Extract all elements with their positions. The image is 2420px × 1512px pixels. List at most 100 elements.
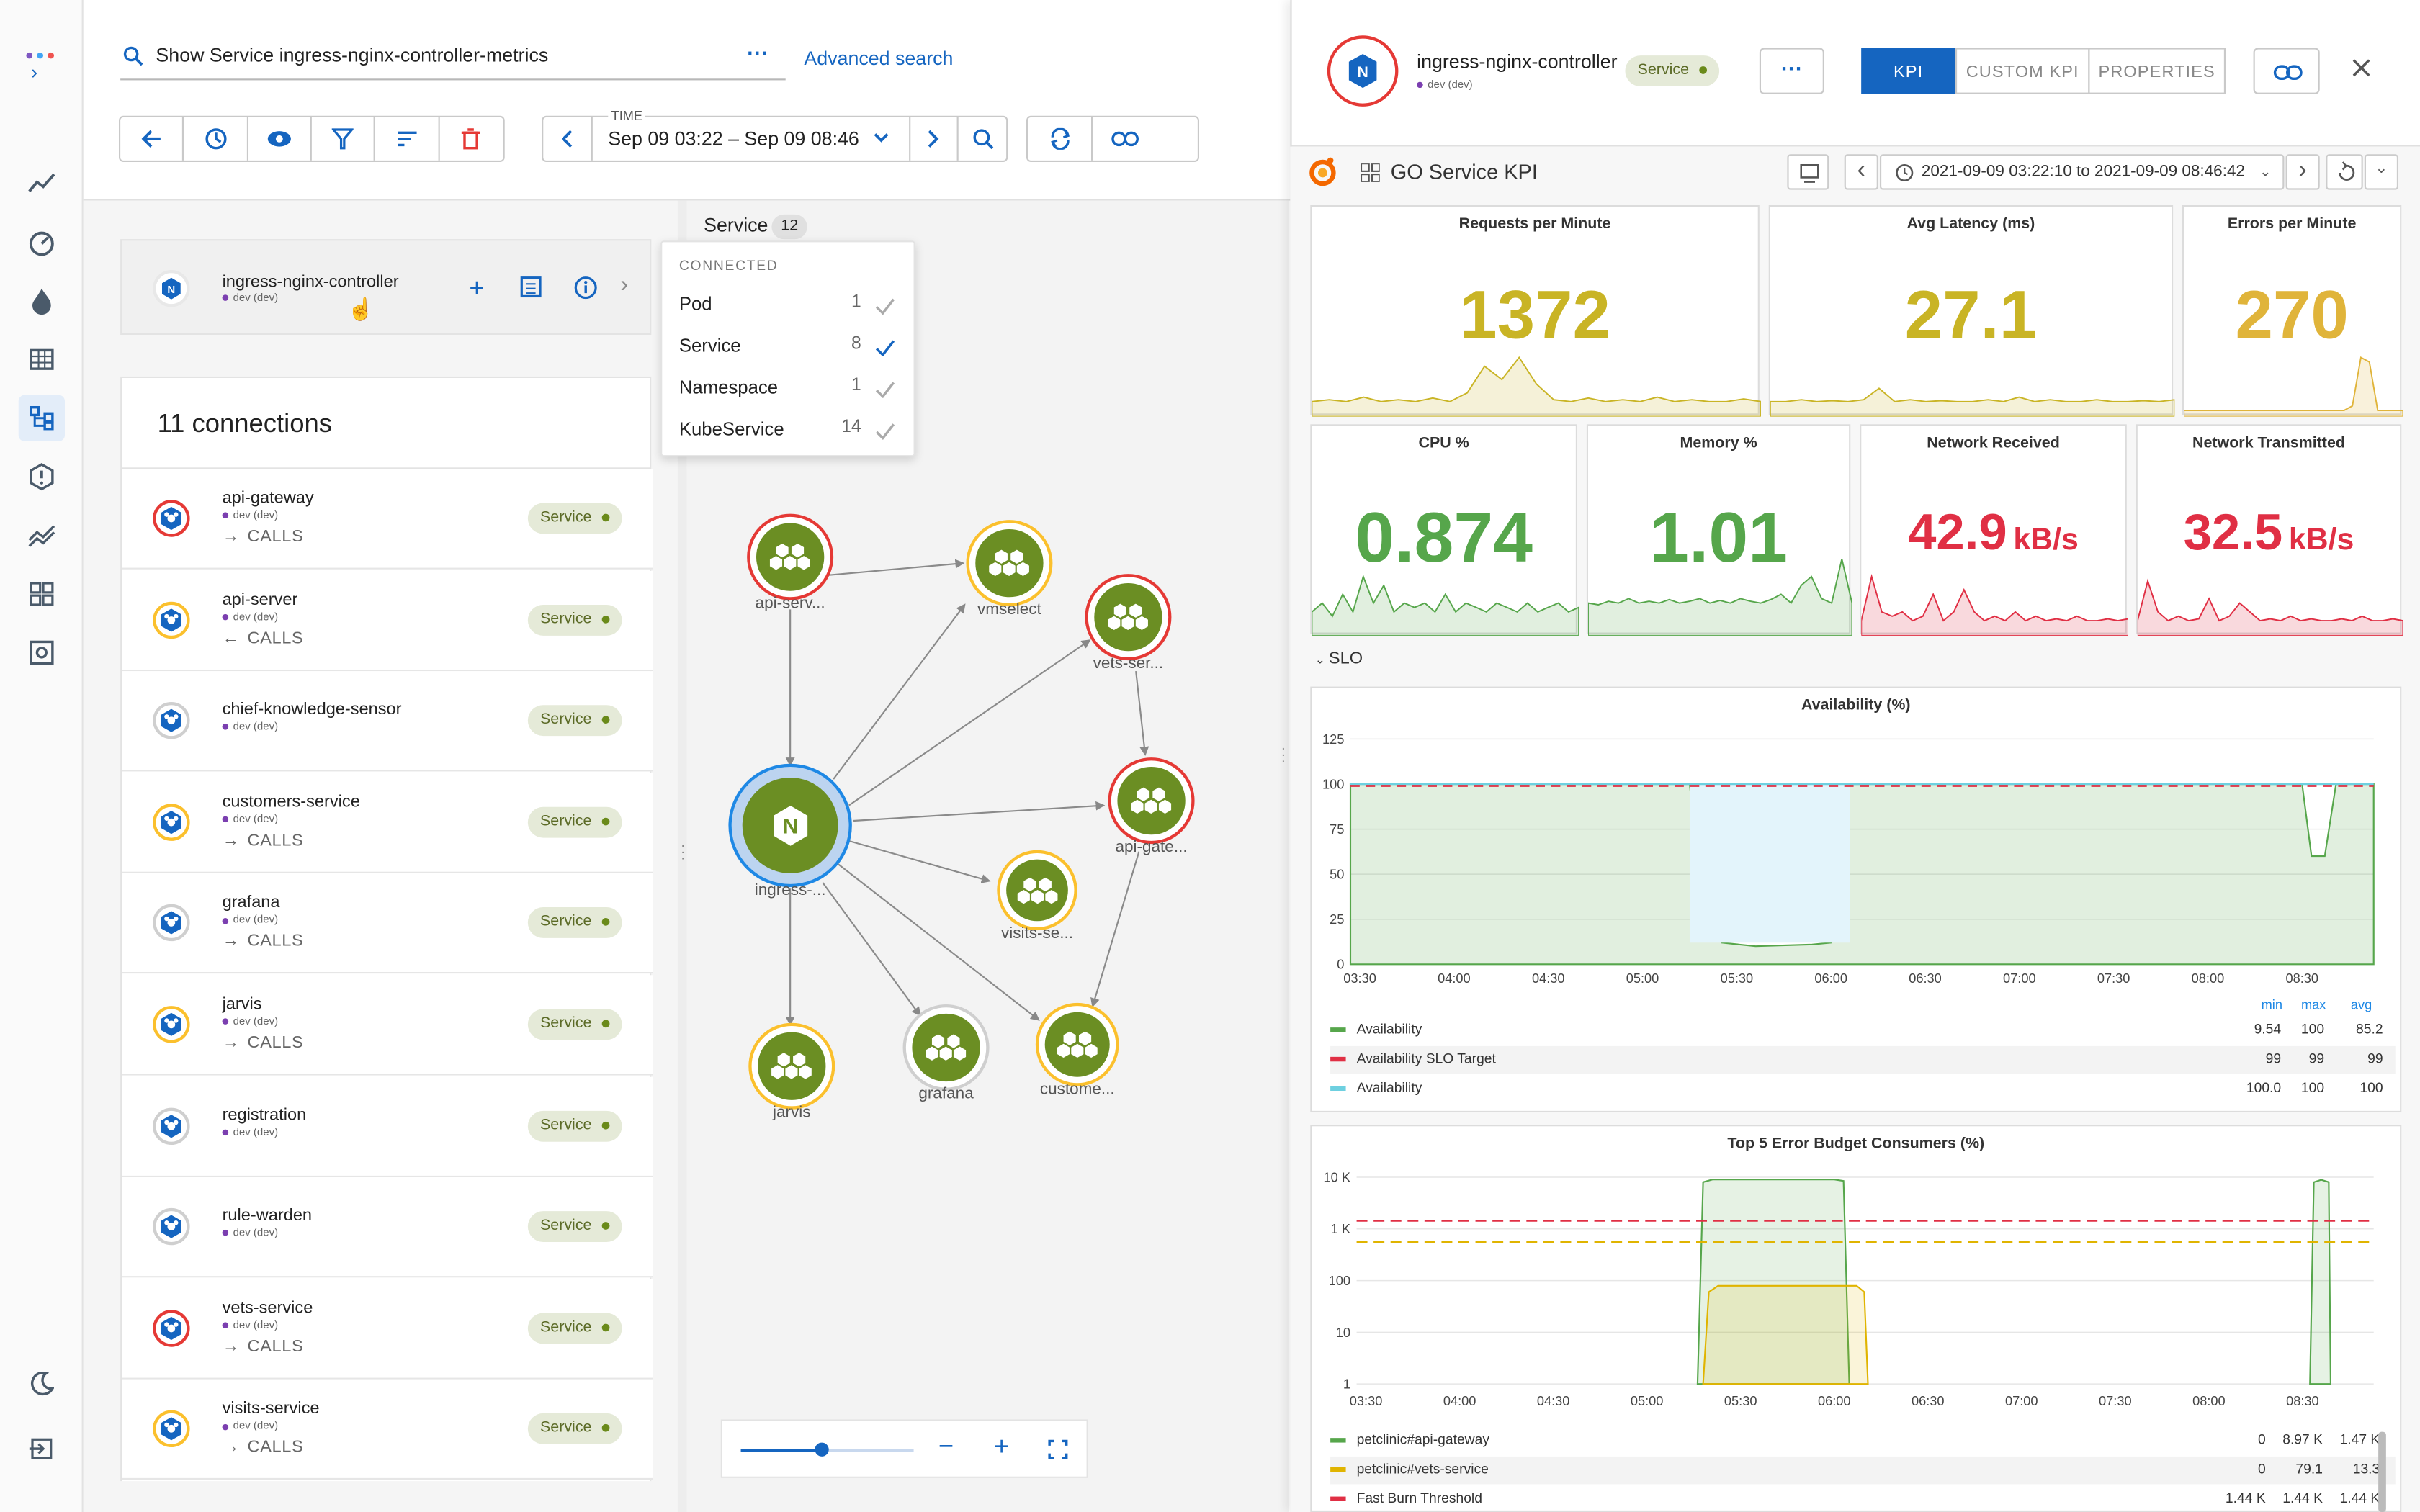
legend-row[interactable]: Availability 100.0 100 100 — [1330, 1076, 2396, 1104]
back-button[interactable] — [120, 117, 184, 161]
link-button[interactable] — [1093, 117, 1157, 161]
close-icon[interactable] — [2351, 57, 2372, 86]
graph-node[interactable] — [1085, 574, 1172, 661]
graph-node[interactable] — [1035, 1002, 1119, 1086]
settings-icon[interactable] — [19, 629, 65, 675]
tab-kpi[interactable]: KPI — [1861, 48, 1955, 94]
view-eye-button[interactable] — [248, 117, 312, 161]
series-api-gateway-spike[interactable] — [2309, 1179, 2332, 1385]
availability-chart[interactable]: 125 100 75 50 25 003:30 04:00 04:30 05:00 05:30 06… — [1310, 687, 2401, 1112]
check-icon[interactable] — [875, 420, 895, 448]
stat-panel[interactable]: Errors per Minute 270 — [2182, 205, 2403, 417]
time-next-button[interactable] — [910, 117, 959, 161]
filter-item-label[interactable]: Service — [678, 335, 741, 356]
check-icon[interactable] — [875, 294, 895, 323]
tv-mode-button[interactable] — [1787, 154, 1829, 190]
connection-row[interactable]: chief-knowledge-sensor dev (dev) Service — [122, 671, 653, 772]
legend-header[interactable]: max — [2301, 997, 2326, 1012]
series-vets-service[interactable] — [1702, 1284, 1869, 1385]
alert-icon[interactable] — [19, 454, 65, 500]
connection-row[interactable]: visits-service dev (dev) → CALLS Service — [122, 1380, 653, 1480]
legend-header[interactable]: avg — [2351, 997, 2372, 1012]
focus-entity-card[interactable]: N ingress-nginx-controller dev (dev) ☝ +… — [120, 239, 652, 335]
metrics-icon[interactable] — [19, 161, 65, 207]
detail-link-button[interactable] — [2253, 48, 2320, 94]
connection-row[interactable]: rule-warden dev (dev) Service — [122, 1177, 653, 1278]
slo-row-toggle[interactable]: ⌄ SLO — [1315, 649, 1363, 668]
details-list-icon[interactable] — [520, 276, 542, 306]
filter-item-label[interactable]: KubeService — [678, 418, 784, 440]
connection-row[interactable]: api-gateway dev (dev) → CALLS Service — [122, 469, 653, 570]
filter-item-label[interactable]: Namespace — [678, 376, 779, 398]
stat-panel[interactable]: Network Received 42.9 kB/s — [1860, 424, 2128, 636]
panel-splitter[interactable] — [677, 200, 687, 1512]
connection-row[interactable]: vets-service dev (dev) → CALLS Service — [122, 1278, 653, 1380]
search-input[interactable]: Show Service ingress-nginx-controller-me… — [156, 45, 549, 67]
filter-item-label[interactable]: Pod — [678, 293, 712, 315]
app-logo-icon[interactable] — [24, 42, 58, 70]
fire-icon[interactable] — [19, 278, 65, 324]
availability-panel[interactable]: Availability (%) — [1310, 686, 2402, 1112]
series-availability[interactable] — [1349, 783, 2375, 966]
tab-properties[interactable]: PROPERTIES — [2088, 48, 2226, 94]
trend-icon[interactable] — [19, 512, 65, 558]
legend-row[interactable]: Availability 9.54 100 85.2 — [1330, 1017, 2396, 1045]
refresh-interval-dropdown[interactable]: ⌄ — [2364, 154, 2398, 190]
graph-node[interactable] — [747, 513, 834, 600]
table-grid-icon[interactable] — [19, 336, 65, 382]
time-range-select[interactable]: TIME Sep 09 03:22 – Sep 09 08:46 — [593, 108, 911, 161]
check-icon[interactable] — [875, 336, 895, 364]
history-button[interactable] — [184, 117, 248, 161]
time-prev-button[interactable] — [543, 117, 593, 161]
dashboard-refresh-button[interactable] — [2326, 154, 2363, 190]
zoom-slider-handle[interactable] — [815, 1442, 829, 1457]
graph-node[interactable] — [1108, 757, 1195, 845]
zoom-time-button[interactable] — [959, 117, 1006, 161]
drag-handle-icon[interactable]: · · · — [681, 837, 686, 866]
zoom-out-icon[interactable]: − — [938, 1431, 954, 1462]
connection-row[interactable]: api-server dev (dev) ← CALLS Service — [122, 570, 653, 671]
advanced-search-link[interactable]: Advanced search — [804, 48, 954, 70]
search-more-icon[interactable]: ··· — [747, 40, 769, 65]
error-budget-chart[interactable]: 10 K 1 K 100 10 103:30 04:00 04:30 05:00 05:30 06… — [1310, 1125, 2401, 1512]
topology-icon[interactable] — [18, 395, 65, 441]
refresh-button[interactable] — [1028, 117, 1093, 161]
legend-row[interactable]: Fast Burn Threshold 1.44 K 1.44 K 1.44 K — [1330, 1486, 2396, 1512]
connection-row[interactable]: grafana dev (dev) → CALLS Service — [122, 873, 653, 974]
range-next-button[interactable]: › — [2285, 154, 2320, 190]
delete-button[interactable] — [439, 117, 503, 161]
dark-mode-moon-icon[interactable] — [19, 1361, 65, 1407]
dashboard-time-picker[interactable]: 2021-09-09 03:22:10 to 2021-09-09 08:46:… — [1880, 154, 2285, 190]
connection-row[interactable]: registration dev (dev) Service — [122, 1076, 653, 1177]
topology-graph[interactable] — [687, 201, 1289, 1512]
range-prev-button[interactable]: ‹ — [1844, 154, 1878, 190]
stat-panel[interactable]: Avg Latency (ms) 27.1 — [1768, 205, 2175, 417]
graph-node[interactable] — [997, 850, 1077, 931]
add-icon[interactable]: + — [469, 273, 485, 302]
legend-row[interactable]: Availability SLO Target 99 99 99 — [1330, 1045, 2396, 1074]
legend-row[interactable]: petclinic#vets-service 0 79.1 13.3 — [1330, 1456, 2396, 1485]
filter-button[interactable] — [312, 117, 376, 161]
graph-node[interactable] — [966, 520, 1053, 607]
graph-node[interactable]: N — [728, 763, 852, 888]
right-panel-drag-handle-icon[interactable]: · · · — [1281, 740, 1286, 769]
expand-rail-icon[interactable]: › — [30, 60, 38, 84]
stat-panel[interactable]: CPU % 0.874 — [1310, 424, 1579, 636]
fit-screen-icon[interactable] — [1048, 1439, 1068, 1467]
dashboard-gauge-icon[interactable] — [19, 219, 65, 265]
error-budget-panel[interactable]: Top 5 Error Budget Consumers (%) — [1310, 1125, 2402, 1512]
graph-node[interactable] — [748, 1022, 835, 1110]
zoom-in-icon[interactable]: + — [994, 1431, 1010, 1462]
check-icon[interactable] — [875, 378, 895, 406]
sort-button[interactable] — [376, 117, 440, 161]
tab-custom-kpi[interactable]: CUSTOM KPI — [1955, 48, 2090, 94]
logout-icon[interactable] — [19, 1426, 65, 1472]
detail-more-button[interactable]: ··· — [1759, 48, 1824, 94]
graph-node[interactable] — [902, 1004, 990, 1091]
legend-header[interactable]: min — [2262, 997, 2282, 1012]
info-icon[interactable] — [574, 276, 597, 307]
stat-panel[interactable]: Network Transmitted 32.5 kB/s — [2136, 424, 2403, 636]
stat-panel[interactable]: Memory % 1.01 — [1586, 424, 1852, 636]
connection-row[interactable]: jarvis dev (dev) → CALLS Service — [122, 975, 653, 1076]
connection-row[interactable]: customers-service dev (dev) → CALLS Service — [122, 773, 653, 873]
